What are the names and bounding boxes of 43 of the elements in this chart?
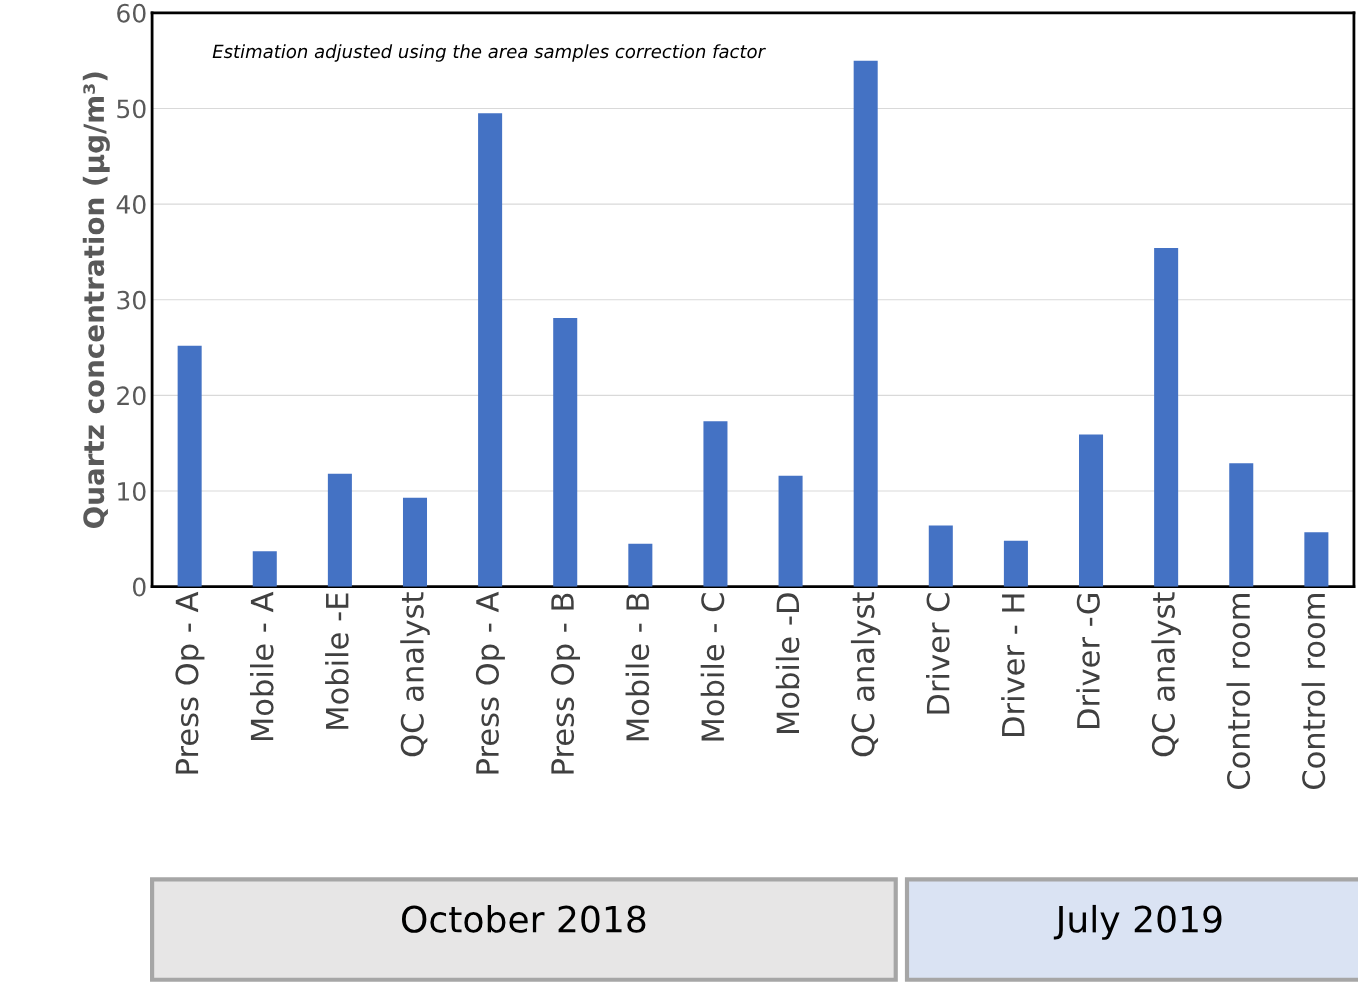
x-tick-label: Press Op - A	[175, 591, 205, 774]
bar	[928, 525, 953, 587]
x-tick-label: Press Op - A	[475, 591, 505, 774]
x-tick-label: Mobile - B	[625, 593, 650, 741]
y-tick-label: 20	[117, 386, 146, 406]
y-axis-title: Quartz concentration (μg/m³)	[82, 72, 110, 529]
y-tick-label: 30	[117, 290, 146, 310]
x-tick-label: Press Op - B	[550, 593, 581, 774]
x-tick-label: QC analyst	[1151, 592, 1181, 757]
text: July 2019	[1053, 904, 1222, 940]
bar	[478, 113, 503, 587]
x-tick-label: Mobile - C	[700, 593, 725, 741]
x-tick-label: QC analyst	[400, 592, 430, 757]
x-tick-label: Driver -G	[1076, 594, 1100, 729]
text: October 2018	[401, 904, 646, 933]
x-tick-label: Control room	[1301, 594, 1326, 789]
bar	[1079, 434, 1104, 587]
annotation: Estimation adjusted using the area samples correction factor	[212, 44, 766, 62]
y-tick-label: 40	[116, 195, 146, 214]
bar	[252, 551, 277, 587]
bar	[402, 497, 428, 587]
bar	[327, 473, 352, 587]
bar	[703, 421, 728, 587]
x-tick-label: Mobile - A	[249, 591, 274, 741]
y-tick-label: 50	[117, 99, 146, 119]
y-tick-label: 10	[118, 481, 146, 501]
bar	[553, 317, 578, 587]
bar	[1304, 532, 1329, 587]
bar	[1154, 248, 1179, 587]
bar	[628, 543, 653, 587]
bar	[853, 60, 878, 587]
x-tick-label: Driver - H	[1001, 594, 1025, 736]
x-tick-label: Control room	[1226, 594, 1251, 789]
x-tick-label: Mobile -D	[775, 593, 800, 734]
bar	[177, 345, 202, 587]
bar	[1229, 463, 1254, 587]
y-tick-label: 0	[132, 577, 146, 597]
x-tick-label: QC analyst	[850, 592, 881, 757]
x-tick-label: Mobile -E	[325, 593, 349, 729]
x-tick-label: Driver C	[926, 593, 950, 714]
y-tick-label: 60	[117, 3, 146, 23]
bar	[778, 475, 803, 587]
bar	[1003, 540, 1028, 587]
